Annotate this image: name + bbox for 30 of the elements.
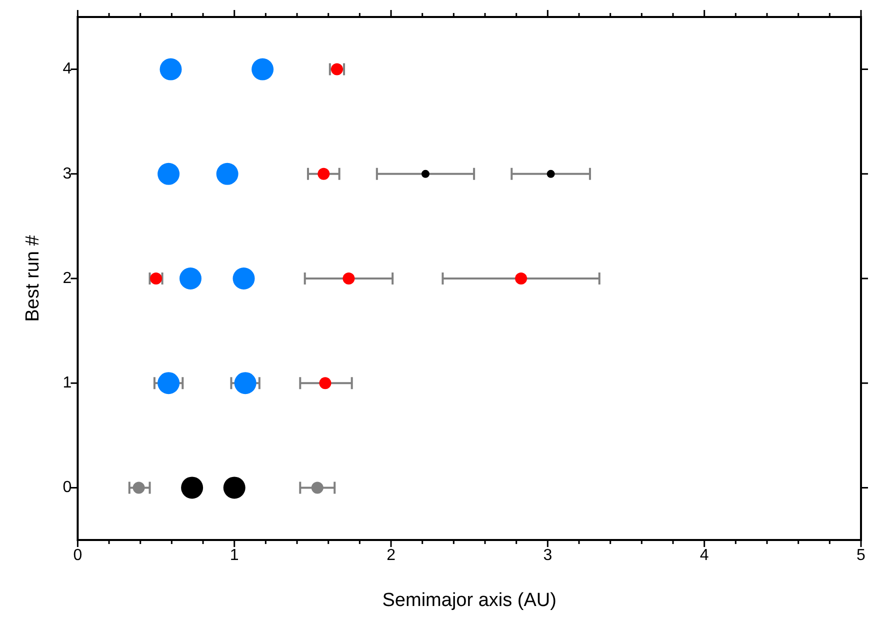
point [311, 482, 324, 494]
y-tick-label: 2 [62, 270, 72, 287]
x-tick-label: 2 [386, 547, 396, 564]
x-axis-title: Semimajor axis (AU) [382, 590, 556, 611]
point [216, 162, 238, 185]
y-tick-label: 4 [62, 60, 72, 78]
point [252, 58, 274, 80]
y-tick-label: 0 [62, 479, 72, 496]
point [546, 170, 555, 178]
point [232, 268, 255, 290]
point [132, 482, 145, 494]
y-axis-title: Best run # [22, 234, 44, 322]
x-tick-label: 4 [700, 547, 709, 564]
x-tick-label: 3 [543, 547, 552, 564]
point [515, 272, 528, 284]
point [223, 476, 246, 499]
point [158, 372, 180, 394]
x-tick-label: 5 [856, 547, 866, 564]
y-tick-label: 1 [62, 374, 72, 392]
point [181, 476, 204, 499]
point [160, 58, 182, 80]
point [318, 168, 330, 180]
point [319, 377, 332, 390]
point [179, 268, 202, 290]
x-tick-label: 1 [230, 547, 239, 564]
point [342, 272, 355, 284]
y-tick-label: 3 [62, 165, 72, 182]
point [234, 372, 256, 394]
point [421, 170, 430, 178]
point [158, 162, 180, 185]
